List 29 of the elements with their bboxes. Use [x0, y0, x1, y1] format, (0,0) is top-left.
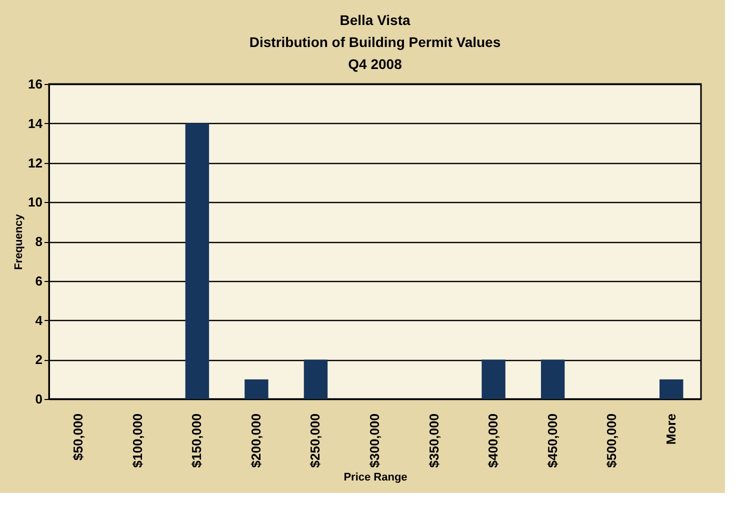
x-tick-label: $400,000: [486, 414, 501, 468]
bar: [660, 379, 684, 399]
y-tick-label: 14: [28, 116, 44, 131]
y-tick-label: 8: [35, 234, 42, 249]
x-tick-label: More: [663, 414, 678, 445]
x-tick-label: $200,000: [248, 414, 264, 468]
bar: [304, 360, 328, 399]
y-tick-label: 2: [35, 352, 42, 368]
y-tick-label: 16: [28, 76, 42, 92]
x-tick-label: $100,000: [130, 414, 145, 468]
y-tick-label: 10: [28, 194, 42, 210]
x-tick-label: $250,000: [308, 414, 323, 468]
x-tick-label: $50,000: [70, 414, 86, 460]
x-tick-label: $350,000: [426, 414, 442, 468]
y-tick-label: 0: [35, 392, 42, 406]
x-tick-label: $450,000: [544, 414, 560, 468]
y-tick-label: 12: [28, 155, 42, 170]
x-tick-label: $300,000: [367, 414, 382, 468]
bar: [482, 360, 506, 399]
bar: [244, 379, 268, 399]
chart-title: Bella Vista Distribution of Building Permit Values Q4 2008: [249, 12, 501, 72]
x-axis-title: Price Range: [344, 472, 408, 484]
y-tick-label: 6: [35, 273, 42, 288]
x-tick-label: $500,000: [604, 414, 620, 468]
bar: [540, 360, 565, 399]
bar: [185, 123, 210, 399]
x-tick-label: $150,000: [189, 414, 204, 468]
y-axis-title: Frequency: [13, 213, 26, 270]
y-tick-label: 4: [35, 312, 44, 328]
